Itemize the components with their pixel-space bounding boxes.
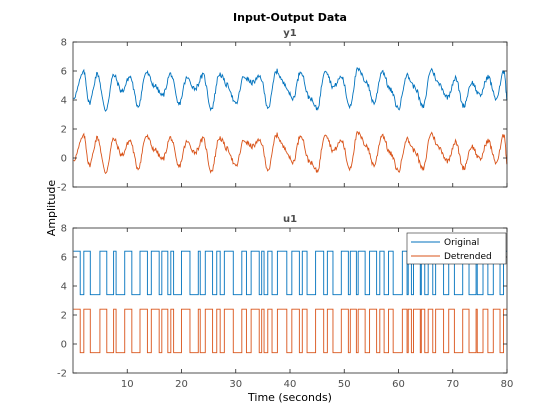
- panel-u1-ytick-label-1: 0: [61, 340, 67, 351]
- legend-label-detrended: Detrended: [444, 252, 492, 262]
- y-axis-label: Amplitude: [45, 180, 58, 237]
- panel-u1-xticks: 10 20 30 40 50 60 70 80: [121, 228, 513, 390]
- panel-u1-ytick-label-0: -2: [57, 369, 67, 380]
- x-tick-label-0: 10: [121, 379, 134, 390]
- legend: Original Detrended: [406, 232, 507, 265]
- panel-y1-ytick-label-4: 6: [61, 67, 67, 78]
- x-tick-label-5: 60: [392, 379, 405, 390]
- panel-u1-ytick-label-5: 8: [61, 224, 67, 235]
- series-u1-detrended: [73, 308, 507, 354]
- panel-y1-xticks: [126, 42, 508, 187]
- series-y1-original: [73, 67, 508, 112]
- panel-u1-yticks: -2 0 2 4 6 8: [57, 224, 507, 380]
- series-u1-original: [73, 250, 507, 296]
- x-tick-label-3: 40: [284, 379, 297, 390]
- x-tick-label-1: 20: [175, 379, 188, 390]
- x-tick-label-7: 80: [501, 379, 514, 390]
- series-y1-detrended: [73, 130, 508, 175]
- panel-y1-ytick-label-2: 2: [61, 125, 67, 136]
- x-axis-label: Time (seconds): [247, 391, 332, 404]
- panel-u1-ytick-label-4: 6: [61, 253, 67, 264]
- x-tick-label-2: 30: [229, 379, 242, 390]
- x-tick-label-4: 50: [338, 379, 351, 390]
- panel-u1-ytick-label-3: 4: [61, 282, 67, 293]
- panel-y1-ytick-label-1: 0: [61, 154, 67, 165]
- panel-u1-plot: [73, 250, 507, 354]
- panel-u1-ytick-label-2: 2: [61, 311, 67, 322]
- panel-u1: u1 -2 0 2 4 6 8 10 20 30 40 50 60 70 80 Original Det…: [57, 214, 513, 390]
- panel-y1-plot: [73, 67, 508, 175]
- legend-label-original: Original: [444, 238, 479, 248]
- panel-u1-title: u1: [283, 214, 297, 225]
- panel-y1-title: y1: [283, 28, 297, 39]
- panel-y1: y1 -2 0 2 4 6 8: [57, 28, 508, 194]
- panel-y1-ytick-label-0: -2: [57, 183, 67, 194]
- panel-y1-ytick-label-5: 8: [61, 38, 67, 49]
- chart-title: Input-Output Data: [233, 11, 347, 24]
- x-tick-label-6: 70: [446, 379, 459, 390]
- legend-box: [406, 232, 507, 265]
- panel-y1-ytick-label-3: 4: [61, 96, 67, 107]
- panel-y1-yticks: -2 0 2 4 6 8: [57, 38, 507, 194]
